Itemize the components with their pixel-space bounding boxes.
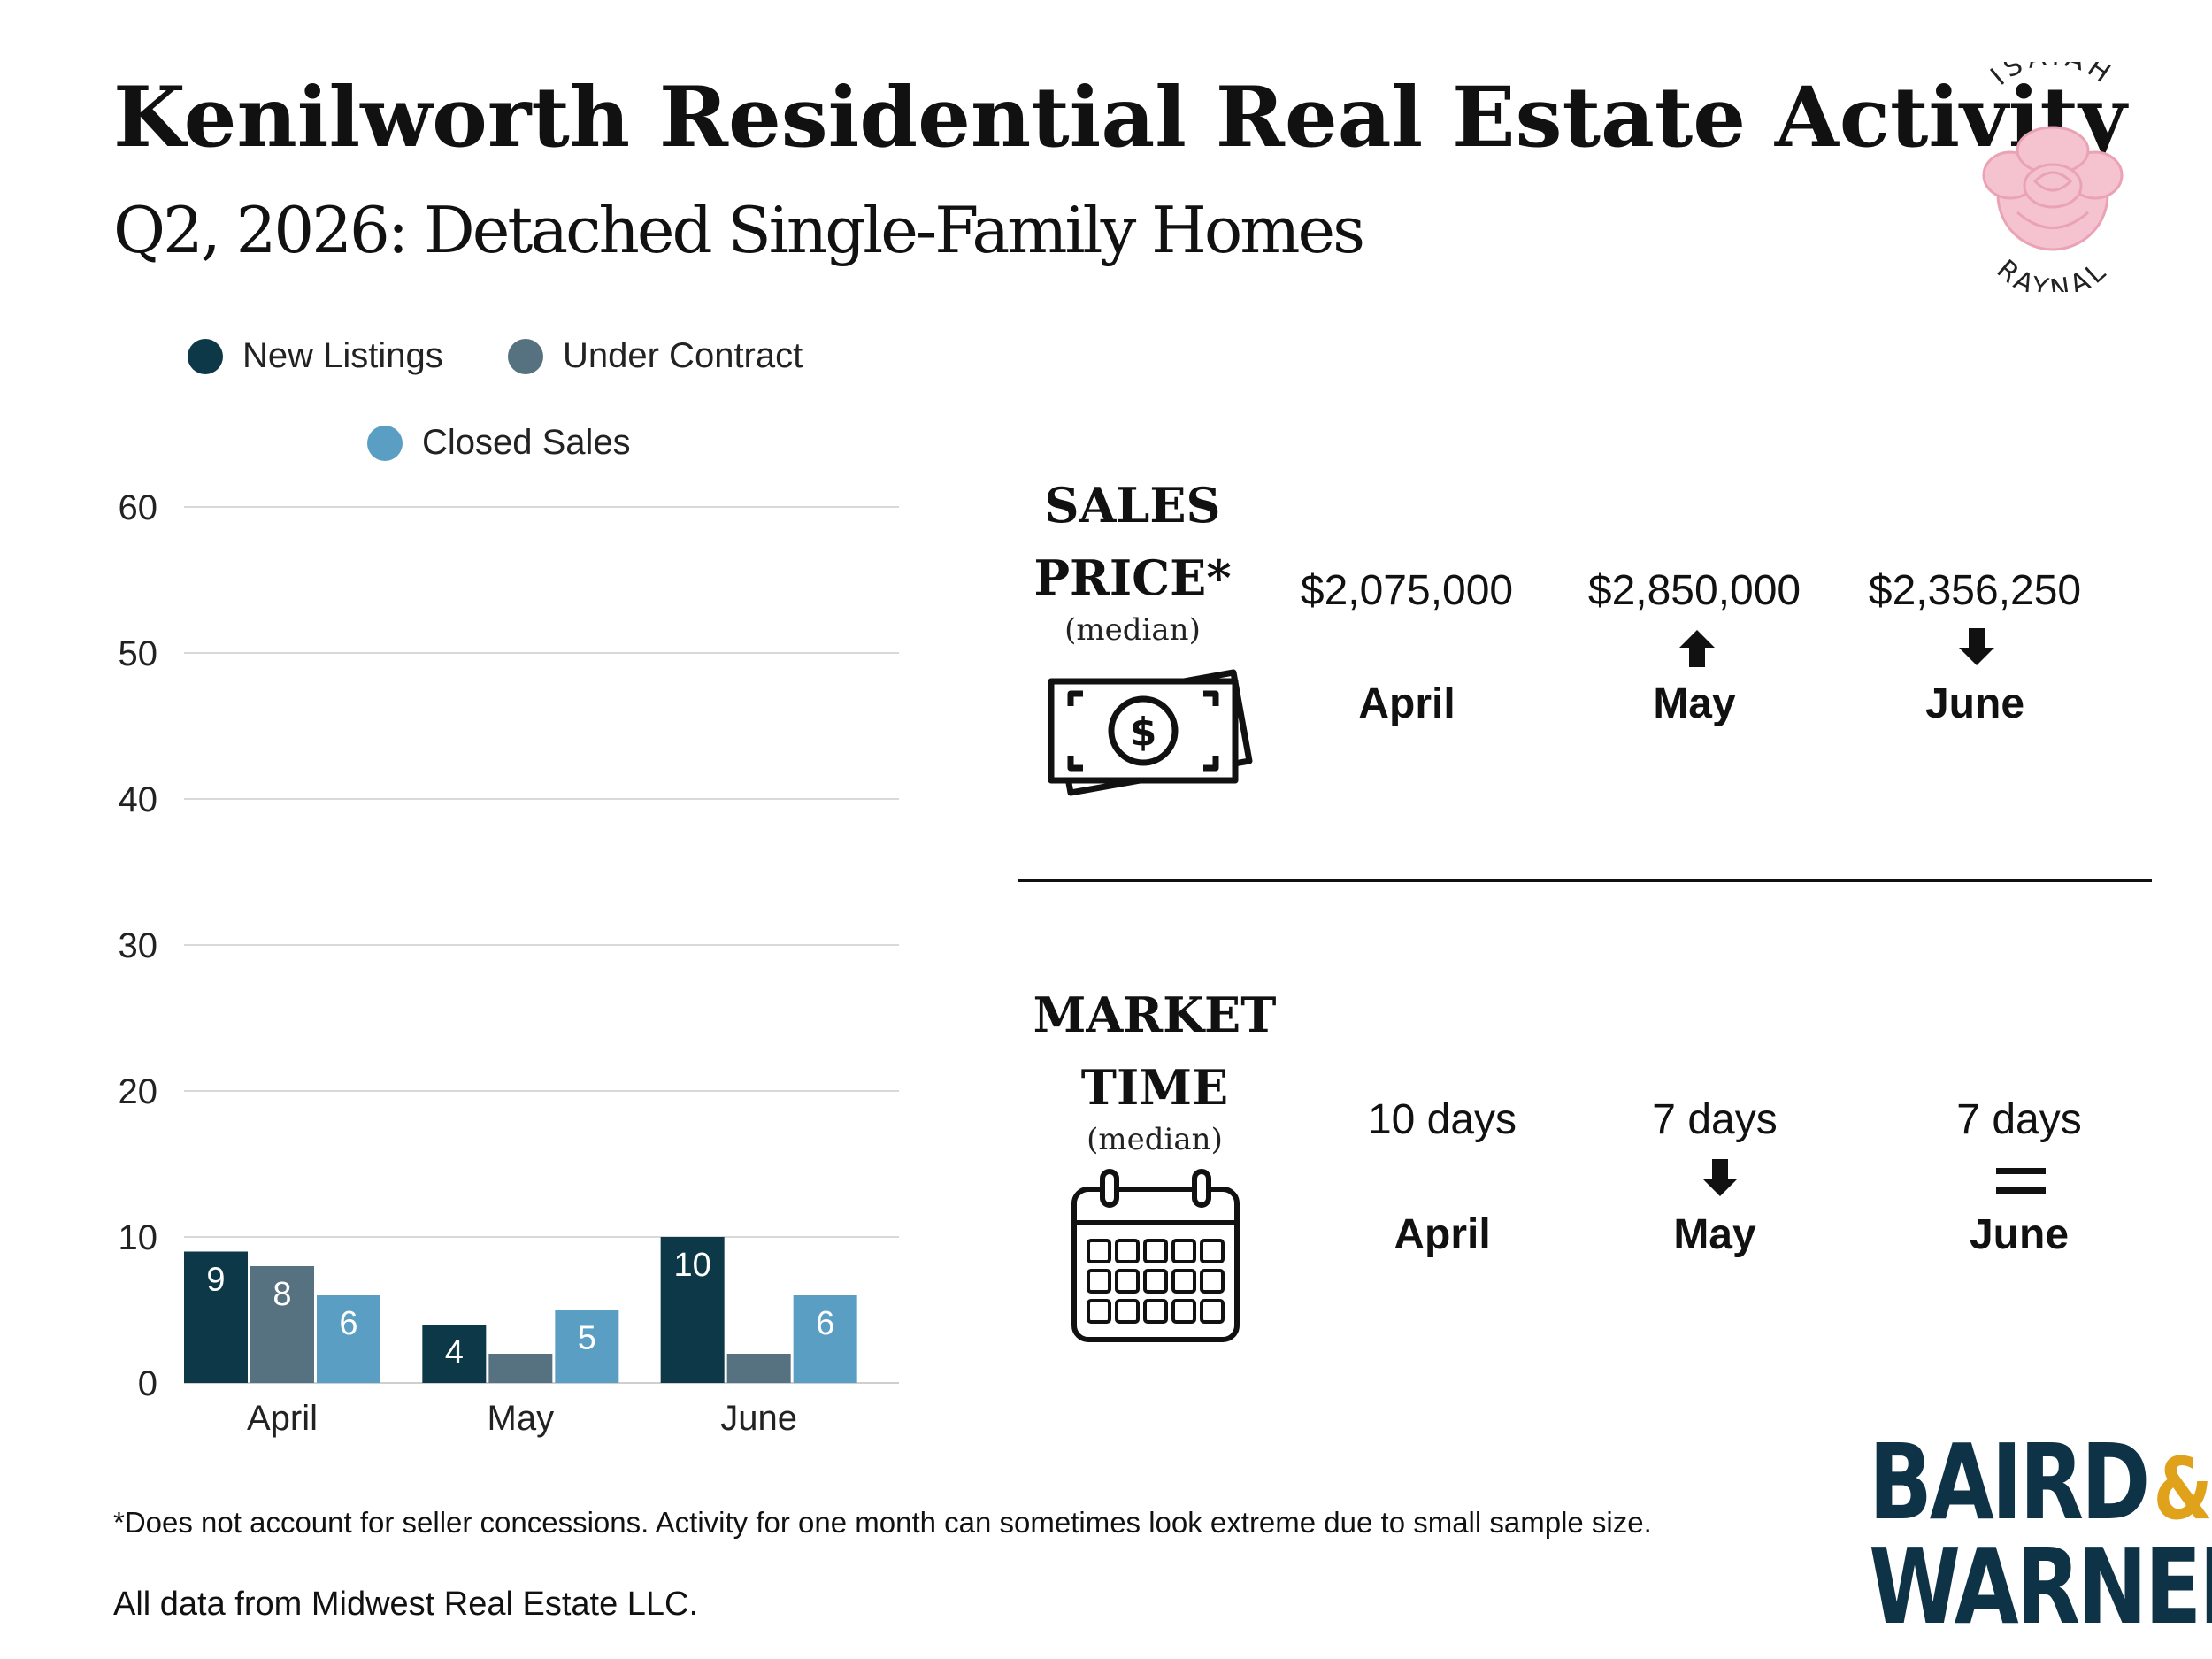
market-time-april-value: 10 days — [1367, 1096, 1517, 1143]
sales-price-april-month: April — [1358, 680, 1455, 727]
data-label: 10 — [674, 1247, 711, 1284]
y-tick-label: 0 — [138, 1364, 157, 1403]
equal-icon — [1996, 1166, 2046, 1201]
legend-label: Closed Sales — [422, 423, 631, 462]
calendar-icon — [1067, 1166, 1244, 1348]
sales-price-june-month: June — [1924, 680, 2025, 727]
bar — [488, 1354, 553, 1383]
market-time-may-value: 7 days — [1652, 1096, 1778, 1143]
calendar-cell — [1143, 1269, 1168, 1294]
calendar-cell — [1171, 1239, 1196, 1263]
disclaimer: *Does not account for seller concessions… — [113, 1506, 1652, 1539]
bar — [184, 1251, 248, 1383]
sales-price-june-value: $2,356,250 — [1868, 567, 2082, 614]
legend-dot-closed-sales — [367, 425, 403, 461]
y-tick-label: 60 — [119, 488, 158, 527]
calendar-cell — [1087, 1269, 1111, 1294]
sales-price-label-line1: SALES — [1044, 477, 1221, 534]
y-tick-label: 20 — [119, 1072, 158, 1111]
section-divider — [1018, 879, 2152, 882]
bar — [422, 1325, 487, 1383]
page-subtitle: Q2, 2026: Detached Single-Family Homes — [113, 193, 1365, 267]
money-icon: $ — [1044, 662, 1256, 808]
svg-text:$: $ — [1130, 710, 1157, 755]
calendar-cell — [1087, 1299, 1111, 1324]
data-label: 6 — [816, 1305, 834, 1342]
brand-line2: WARNER — [1869, 1525, 2212, 1647]
sales-price-may-value: $2,850,000 — [1587, 567, 1801, 614]
data-label: 4 — [445, 1334, 464, 1371]
sales-price-label-line2: PRICE* — [1033, 549, 1232, 606]
bar — [793, 1295, 857, 1383]
legend-dot-under-contract — [508, 338, 543, 374]
market-time-label-line1: MARKET — [1033, 987, 1277, 1043]
bar — [250, 1266, 314, 1383]
calendar-cell — [1143, 1239, 1168, 1263]
legend-label: New Listings — [242, 336, 443, 375]
calendar-cell — [1200, 1269, 1225, 1294]
market-time-may-month: May — [1673, 1211, 1756, 1258]
calendar-cell — [1200, 1239, 1225, 1263]
sales-price-may-month: May — [1653, 680, 1736, 727]
rose-icon: ISAIAH RAYNAL — [1982, 41, 2124, 305]
market-time-label: MARKET TIME — [1031, 979, 1279, 1124]
arrow-down-icon — [1701, 1157, 1740, 1202]
bar — [317, 1295, 380, 1383]
brand-ampersand: & — [2153, 1440, 2212, 1539]
bar — [555, 1310, 619, 1383]
data-label: 8 — [273, 1276, 291, 1313]
market-time-sublabel: (median) — [1087, 1122, 1223, 1157]
bar-chart: 0 10 20 30 40 50 60 9 8 6 April 4 5 May 10 6 June — [119, 488, 899, 1438]
y-tick-label: 40 — [119, 780, 158, 819]
calendar-cell — [1115, 1269, 1140, 1294]
calendar-cell — [1143, 1299, 1168, 1324]
logo-bottom-text: RAYNAL — [1991, 254, 2110, 305]
legend-label: Under Contract — [563, 336, 803, 375]
calendar-cell — [1171, 1269, 1196, 1294]
data-label: 5 — [578, 1320, 596, 1357]
sales-price-label: SALES PRICE* — [1009, 469, 1256, 614]
calendar-cell — [1115, 1299, 1140, 1324]
x-tick-label: June — [720, 1399, 797, 1438]
market-time-label-line2: TIME — [1080, 1059, 1229, 1116]
legend-dot-new-listings — [188, 338, 223, 374]
page-title: Kenilworth Residential Real Estate Activ… — [113, 69, 2127, 166]
market-time-june-value: 7 days — [1956, 1096, 2082, 1143]
arrow-up-icon — [1678, 628, 1717, 673]
legend-new-listings: New Listings — [188, 336, 443, 376]
bar — [660, 1237, 725, 1383]
x-tick-label: May — [488, 1399, 555, 1438]
y-tick-label: 50 — [119, 634, 158, 673]
calendar-cell — [1200, 1299, 1225, 1324]
sales-price-april-value: $2,075,000 — [1300, 567, 1514, 614]
x-tick-label: April — [247, 1399, 318, 1438]
legend-under-contract: Under Contract — [508, 336, 803, 376]
calendar-cell — [1171, 1299, 1196, 1324]
logo: ISAIAH RAYNAL — [1947, 41, 2159, 305]
calendar-cell — [1115, 1239, 1140, 1263]
data-label: 6 — [339, 1305, 357, 1342]
logo-top-text: ISAIAH — [1985, 41, 2115, 92]
y-tick-label: 10 — [119, 1218, 158, 1257]
sales-price-sublabel: (median) — [1064, 612, 1201, 648]
calendar-cell — [1087, 1239, 1111, 1263]
market-time-april-month: April — [1394, 1211, 1491, 1258]
brand-line1: BAIRD — [1869, 1421, 2150, 1543]
arrow-down-icon — [1957, 626, 1996, 672]
bar — [726, 1354, 791, 1383]
svg-text:ISAIAH: ISAIAH — [1985, 62, 2119, 92]
market-time-june-month: June — [1969, 1211, 2070, 1258]
brand-logo: BAIRD& WARNER — [1869, 1430, 2212, 1647]
y-tick-label: 30 — [119, 926, 158, 965]
data-source: All data from Midwest Real Estate LLC. — [113, 1586, 699, 1623]
svg-text:RAYNAL: RAYNAL — [1991, 254, 2115, 292]
legend-closed-sales: Closed Sales — [367, 423, 631, 463]
data-label: 9 — [206, 1262, 225, 1299]
